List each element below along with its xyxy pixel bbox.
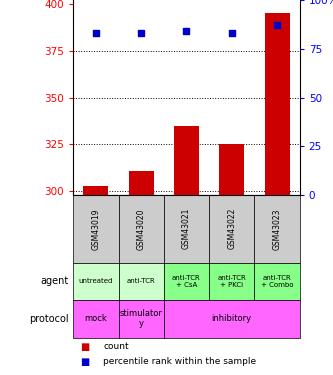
Bar (164, 262, 209, 300)
Text: GSM43023: GSM43023 (272, 208, 282, 249)
Text: protocol: protocol (29, 314, 69, 324)
Bar (209, 262, 254, 300)
Text: agent: agent (41, 276, 69, 286)
Bar (84, 186, 108, 195)
Bar (254, 262, 300, 300)
Point (229, 30, 234, 36)
Text: ■: ■ (80, 342, 89, 352)
Text: GSM43021: GSM43021 (182, 208, 191, 249)
Polygon shape (70, 272, 72, 291)
Bar (209, 195, 254, 262)
Text: anti-TCR: anti-TCR (127, 278, 156, 284)
Text: count: count (103, 342, 129, 351)
Point (274, 22, 280, 28)
Text: stimulator
y: stimulator y (120, 309, 163, 328)
Bar (174, 126, 199, 195)
Bar (254, 195, 300, 262)
Text: anti-TCR
+ CsA: anti-TCR + CsA (172, 275, 201, 288)
Bar (119, 195, 164, 262)
Bar (119, 300, 164, 338)
Point (184, 28, 189, 34)
Text: ■: ■ (80, 357, 89, 367)
Text: GSM43022: GSM43022 (227, 208, 236, 249)
Text: anti-TCR
+ PKCi: anti-TCR + PKCi (217, 275, 246, 288)
Text: GSM43020: GSM43020 (137, 208, 146, 249)
Text: mock: mock (85, 314, 107, 323)
Bar (164, 195, 209, 262)
Text: GSM43019: GSM43019 (91, 208, 101, 249)
Bar (265, 13, 289, 195)
Text: percentile rank within the sample: percentile rank within the sample (103, 357, 256, 366)
Bar (119, 262, 164, 300)
Point (93, 30, 99, 36)
Bar (73, 262, 119, 300)
Text: inhibitory: inhibitory (212, 314, 252, 323)
Polygon shape (70, 309, 72, 328)
Bar (73, 195, 119, 262)
Text: anti-TCR
+ Combo: anti-TCR + Combo (261, 275, 293, 288)
Text: untreated: untreated (79, 278, 113, 284)
Point (139, 30, 144, 36)
Bar (73, 300, 119, 338)
Bar (219, 144, 244, 195)
Bar (129, 171, 154, 195)
Bar (164, 300, 300, 338)
